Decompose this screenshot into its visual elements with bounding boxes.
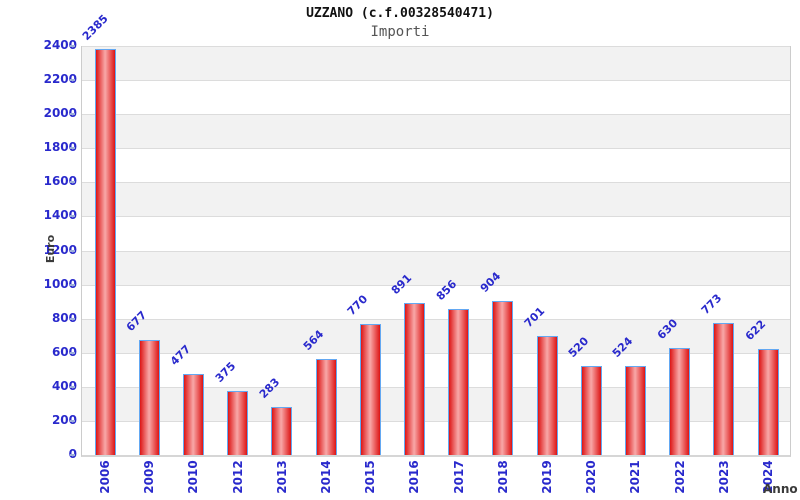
x-tick-label: 2022 xyxy=(672,460,687,494)
y-tick-label: 1800 xyxy=(43,140,77,155)
x-tick-label: 2015 xyxy=(363,460,378,494)
y-tick-mark xyxy=(70,113,75,116)
chart-subtitle: Importi xyxy=(370,24,430,40)
bar xyxy=(669,347,691,455)
gridline xyxy=(82,352,790,354)
bar xyxy=(403,303,425,455)
gridline xyxy=(82,148,790,150)
y-tick-label: 1000 xyxy=(43,276,77,291)
y-tick-mark xyxy=(70,181,75,184)
bar xyxy=(359,323,381,455)
x-tick-label: 2020 xyxy=(584,460,599,494)
gridline xyxy=(82,250,790,252)
y-tick-label: 1600 xyxy=(43,174,77,189)
y-tick-label: 1200 xyxy=(43,242,77,257)
y-tick-label: 200 xyxy=(51,412,77,427)
gridline xyxy=(82,182,790,184)
plot-band xyxy=(82,148,790,183)
bar xyxy=(227,391,249,455)
chart-title: UZZANO (c.f.00328540471) xyxy=(306,6,494,21)
x-tick-label: 2016 xyxy=(407,460,422,494)
y-tick-label: 400 xyxy=(51,378,77,393)
plot-band xyxy=(82,250,790,285)
gridline xyxy=(82,386,790,388)
bar xyxy=(580,366,602,455)
y-tick-label: 1400 xyxy=(43,208,77,223)
gridline xyxy=(82,80,790,82)
x-tick-label: 2021 xyxy=(628,460,643,494)
gridline xyxy=(82,114,790,116)
y-tick-label: 600 xyxy=(51,344,77,359)
gridline xyxy=(82,420,790,422)
y-tick-mark xyxy=(70,215,75,218)
y-tick-label: 0 xyxy=(0,447,77,462)
bar xyxy=(315,358,337,455)
bar xyxy=(271,406,293,455)
x-tick-label: 2006 xyxy=(98,460,112,494)
y-tick-mark xyxy=(70,317,75,320)
bar xyxy=(94,48,116,455)
y-tick-label: 2000 xyxy=(43,106,77,121)
plot-band xyxy=(82,46,790,81)
plot-band xyxy=(82,80,790,115)
bar xyxy=(138,339,160,455)
y-tick-label: 2400 xyxy=(43,38,77,52)
x-tick-label: 2014 xyxy=(319,460,333,494)
x-tick-label: 2012 xyxy=(230,460,245,494)
y-tick-mark xyxy=(70,351,75,354)
bar xyxy=(757,349,779,455)
y-tick-mark xyxy=(70,147,75,150)
y-tick-mark xyxy=(70,79,75,82)
x-tick-label: 2023 xyxy=(716,460,731,494)
plot-band xyxy=(82,216,790,251)
y-tick-mark xyxy=(70,283,75,286)
bar xyxy=(624,365,646,455)
plot-band xyxy=(82,182,790,217)
bar xyxy=(536,335,558,455)
y-tick-mark xyxy=(70,45,75,47)
bar xyxy=(182,373,204,455)
bar xyxy=(448,309,470,455)
gridline xyxy=(82,318,790,320)
y-axis-title: Euro xyxy=(44,234,57,264)
y-tick-label: 2200 xyxy=(43,72,77,87)
plot-band xyxy=(82,318,790,353)
plot-band xyxy=(82,284,790,319)
x-tick-label: 2010 xyxy=(186,460,201,494)
y-tick-mark xyxy=(70,249,75,252)
x-tick-label: 2017 xyxy=(451,460,466,494)
x-tick-label: 2018 xyxy=(495,460,510,494)
x-tick-label: 2013 xyxy=(274,460,289,494)
gridline xyxy=(82,216,790,218)
plot-band xyxy=(82,114,790,149)
gridline xyxy=(82,284,790,286)
x-axis-title: Anno xyxy=(763,482,798,496)
gridline xyxy=(82,46,790,47)
y-tick-mark xyxy=(70,385,75,388)
y-tick-mark xyxy=(70,454,75,456)
y-tick-mark xyxy=(70,419,75,422)
bar xyxy=(713,323,735,455)
x-tick-label: 2019 xyxy=(540,460,554,494)
bar xyxy=(492,300,514,455)
x-tick-label: 2009 xyxy=(142,460,157,494)
y-tick-label: 800 xyxy=(51,310,77,325)
